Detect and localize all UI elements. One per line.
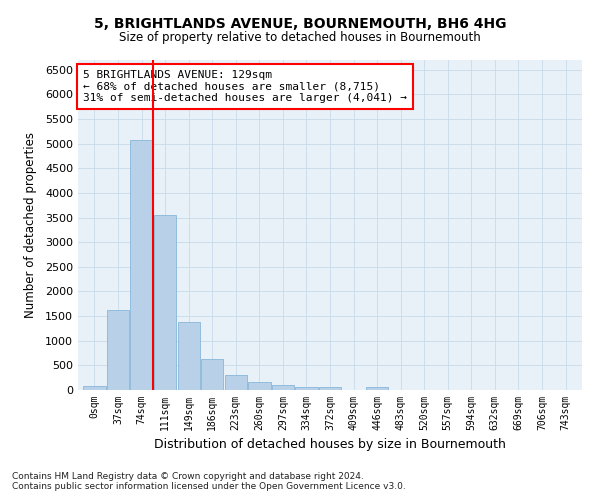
X-axis label: Distribution of detached houses by size in Bournemouth: Distribution of detached houses by size … [154,438,506,452]
Bar [130,140,153,390]
Bar [248,382,271,390]
Bar [272,385,294,390]
Text: 5 BRIGHTLANDS AVENUE: 129sqm
← 68% of detached houses are smaller (8,715)
31% of: 5 BRIGHTLANDS AVENUE: 129sqm ← 68% of de… [83,70,407,103]
Bar [295,388,317,390]
Bar [107,310,129,390]
Bar [201,360,223,390]
Text: Contains HM Land Registry data © Crown copyright and database right 2024.: Contains HM Land Registry data © Crown c… [12,472,364,481]
Bar [224,374,247,390]
Text: Contains public sector information licensed under the Open Government Licence v3: Contains public sector information licen… [12,482,406,491]
Y-axis label: Number of detached properties: Number of detached properties [23,132,37,318]
Text: Size of property relative to detached houses in Bournemouth: Size of property relative to detached ho… [119,31,481,44]
Bar [154,214,176,390]
Bar [83,386,106,390]
Text: 5, BRIGHTLANDS AVENUE, BOURNEMOUTH, BH6 4HG: 5, BRIGHTLANDS AVENUE, BOURNEMOUTH, BH6 … [94,18,506,32]
Bar [319,387,341,390]
Bar [178,322,200,390]
Bar [366,388,388,390]
